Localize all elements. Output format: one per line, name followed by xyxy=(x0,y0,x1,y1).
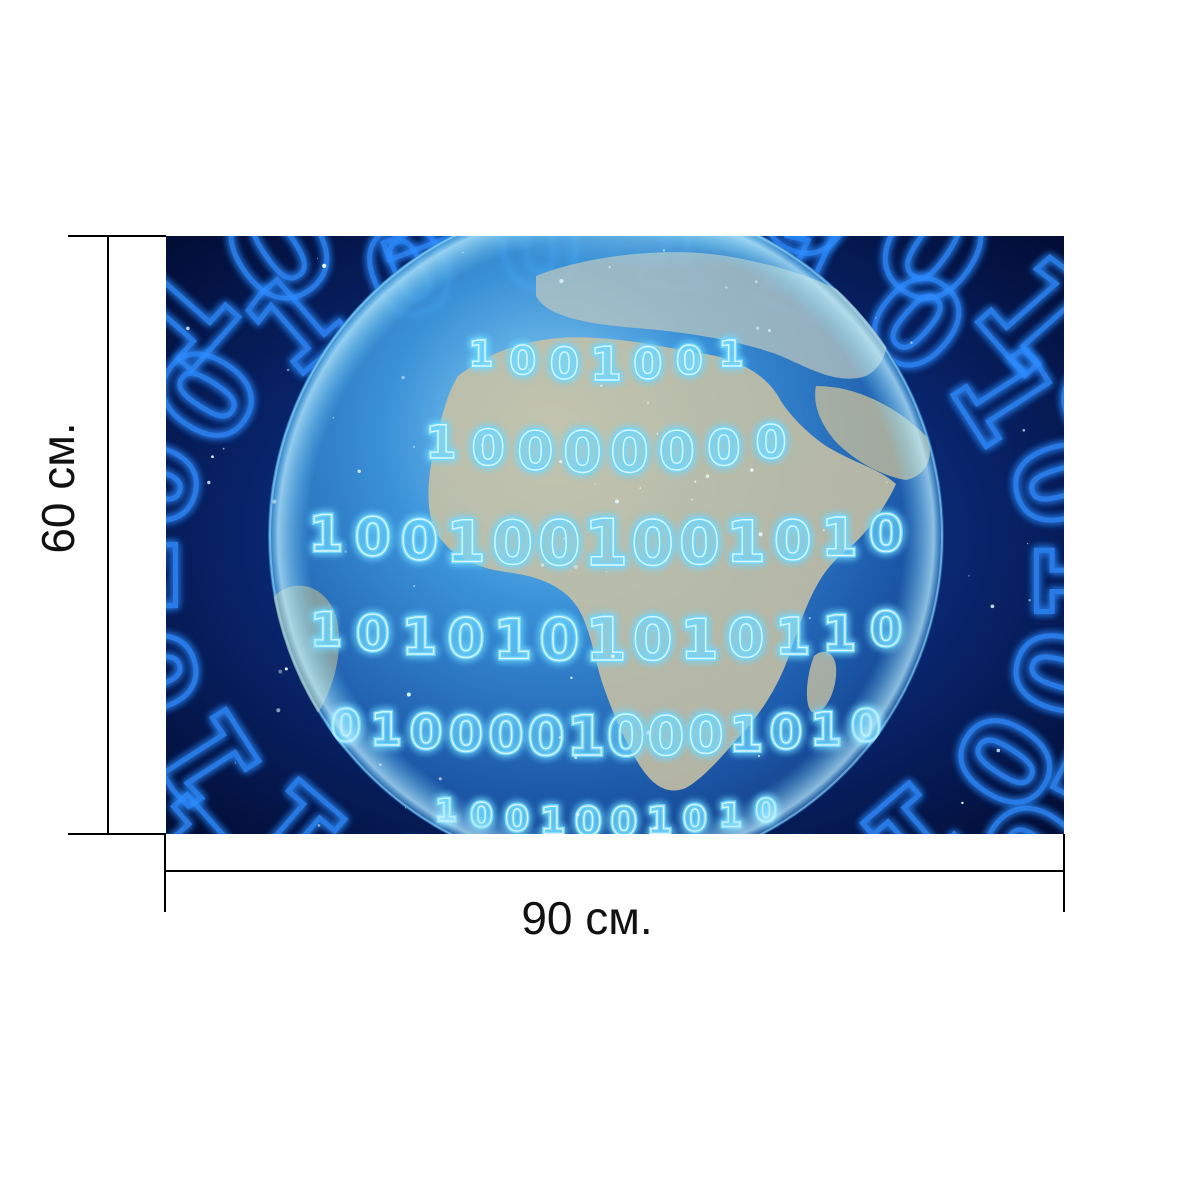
globe-binary-illustration: 10010010110100100110101001001011010010 xyxy=(166,236,1064,834)
star xyxy=(540,563,545,567)
star xyxy=(438,777,442,781)
star xyxy=(357,469,361,473)
star xyxy=(481,444,483,447)
star xyxy=(639,487,642,489)
star xyxy=(691,499,693,501)
star xyxy=(705,474,710,479)
star xyxy=(573,564,578,569)
star xyxy=(404,807,407,809)
star xyxy=(332,417,334,419)
width-dimension-left-tick xyxy=(164,834,166,912)
height-label: 60 см. xyxy=(32,422,84,554)
star xyxy=(755,280,758,284)
star xyxy=(559,278,564,284)
star xyxy=(462,251,464,254)
star xyxy=(594,483,596,485)
star xyxy=(222,447,225,450)
binary-digit: 1 xyxy=(166,536,205,620)
star xyxy=(656,432,659,435)
star xyxy=(653,826,658,830)
star xyxy=(1028,599,1031,602)
star xyxy=(608,266,611,269)
star xyxy=(646,401,650,405)
star xyxy=(322,263,327,268)
star xyxy=(278,669,283,674)
star xyxy=(1022,429,1026,432)
height-dimension-top-tick xyxy=(68,235,166,237)
star xyxy=(611,654,615,659)
star xyxy=(614,499,620,504)
earth-globe: 1100001100001111000000000000001100001100… xyxy=(268,236,944,834)
star xyxy=(413,585,416,587)
stars xyxy=(186,249,1031,830)
width-label: 90 см. xyxy=(521,892,653,944)
star xyxy=(575,812,580,817)
star xyxy=(406,692,411,697)
star xyxy=(378,763,382,767)
star xyxy=(968,575,970,577)
star xyxy=(996,748,1001,753)
star xyxy=(646,730,651,735)
star xyxy=(563,538,565,540)
star xyxy=(574,756,578,760)
star xyxy=(316,257,319,260)
star xyxy=(207,480,211,485)
star xyxy=(910,341,913,344)
star xyxy=(808,617,811,620)
star xyxy=(234,762,237,764)
star xyxy=(875,316,877,319)
star xyxy=(570,676,573,679)
star xyxy=(317,824,321,827)
star xyxy=(990,604,995,609)
star xyxy=(605,570,608,573)
star xyxy=(528,368,531,371)
star xyxy=(286,368,290,372)
star xyxy=(758,532,763,537)
binary-digit: 1 xyxy=(1008,536,1065,620)
star xyxy=(558,736,562,739)
star xyxy=(755,326,760,330)
width-dimension-right-tick xyxy=(1063,834,1065,912)
star xyxy=(886,481,888,484)
star xyxy=(186,326,190,331)
star xyxy=(1026,542,1029,545)
star xyxy=(767,329,771,332)
star xyxy=(822,529,825,532)
star xyxy=(600,384,603,388)
star xyxy=(344,550,347,553)
star xyxy=(272,499,277,504)
star xyxy=(662,249,666,252)
star xyxy=(750,468,754,472)
star xyxy=(725,286,728,289)
star xyxy=(401,375,405,380)
width-dimension-line xyxy=(166,870,1064,872)
star xyxy=(284,667,288,671)
height-dimension-bottom-tick xyxy=(68,833,166,835)
star xyxy=(694,480,697,483)
star xyxy=(276,708,281,713)
star xyxy=(559,460,563,464)
star xyxy=(961,801,964,805)
star xyxy=(758,755,760,757)
height-dimension-line xyxy=(107,236,109,834)
star xyxy=(211,455,214,459)
star xyxy=(330,628,333,631)
product-photo: 10010010110100100110101001001011010010 xyxy=(166,236,1064,834)
star xyxy=(412,445,416,449)
